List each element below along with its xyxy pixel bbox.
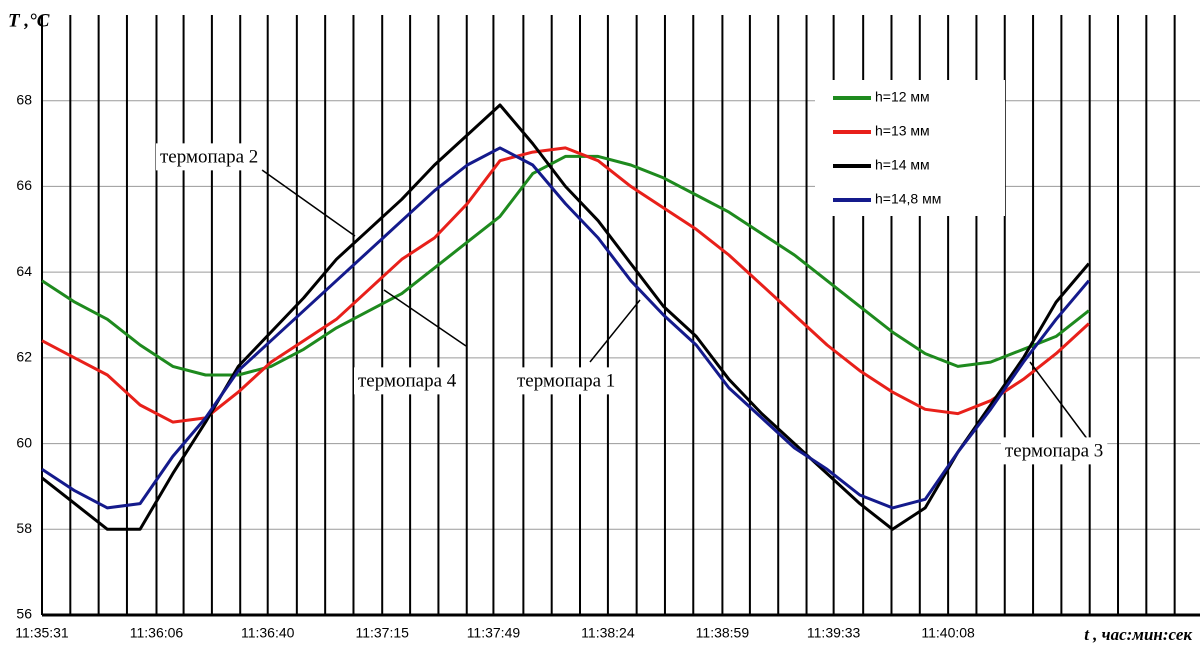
annotation-bg <box>513 367 620 395</box>
annotation: термопара 2 <box>160 146 258 167</box>
annotation-leader <box>261 169 356 237</box>
annotation-bg <box>354 367 461 395</box>
y-tick-label: 60 <box>16 434 32 450</box>
annotation-leader <box>1029 361 1089 441</box>
x-tick-label: 11:39:33 <box>807 625 861 641</box>
legend-label: h=14 мм <box>875 157 930 173</box>
y-tick-label: 66 <box>16 177 32 193</box>
series-line <box>41 146 1090 424</box>
x-tick-label: 11:38:24 <box>581 625 635 641</box>
series-line <box>41 146 1090 510</box>
annotation: термопара 4 <box>358 370 457 391</box>
y-tick-label: 56 <box>16 606 32 622</box>
legend-label: h=14,8 мм <box>875 191 941 207</box>
x-tick-label: 11:38:59 <box>696 625 750 641</box>
x-tick-label: 11:36:06 <box>130 625 184 641</box>
y-tick-label: 64 <box>16 263 32 279</box>
x-axis-label: t , час:мин:сек <box>1084 625 1192 644</box>
y-tick-label: 58 <box>16 520 32 536</box>
x-tick-label: 11:37:49 <box>467 625 521 641</box>
x-tick-label: 11:40:08 <box>921 625 975 641</box>
x-tick-label: 11:37:15 <box>355 625 409 641</box>
annotation-leader <box>383 289 467 347</box>
annotation: термопара 1 <box>517 370 615 391</box>
series-line <box>41 154 1090 377</box>
legend-box <box>815 80 1005 216</box>
y-tick-label: 68 <box>16 91 32 107</box>
annotation-bg <box>1001 437 1108 465</box>
legend-label: h=12 мм <box>875 89 930 105</box>
x-tick-label: 11:36:40 <box>241 625 295 641</box>
annotation: термопара 3 <box>1005 440 1103 461</box>
y-tick-label: 62 <box>16 349 32 365</box>
annotation-bg <box>156 143 263 171</box>
legend-label: h=13 мм <box>875 123 930 139</box>
annotation-leader <box>589 299 641 363</box>
y-axis-label: T ,°C <box>8 10 50 31</box>
x-tick-label: 11:35:31 <box>15 625 69 641</box>
